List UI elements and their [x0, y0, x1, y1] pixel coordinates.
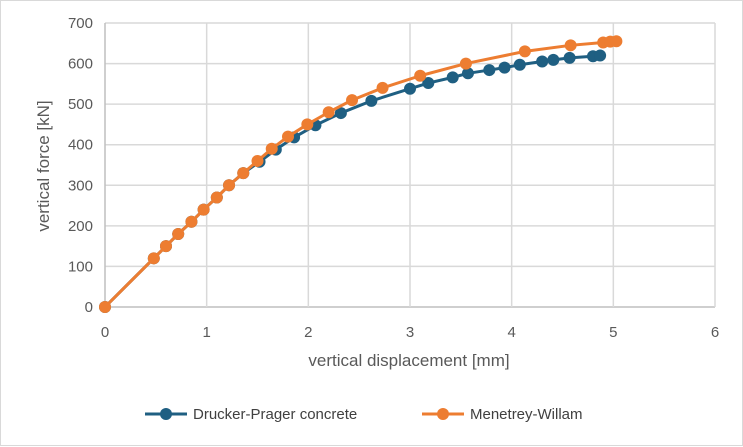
series-line [103, 53, 601, 309]
data-point [237, 167, 250, 180]
data-point [547, 53, 560, 66]
data-point [172, 227, 185, 240]
x-tick-label: 5 [609, 324, 617, 341]
data-point [498, 61, 511, 74]
y-tick-label: 700 [68, 15, 93, 32]
data-point [322, 106, 335, 119]
data-point [414, 69, 427, 82]
y-tick-label: 100 [68, 258, 93, 275]
legend-label-menetrey-willam: Menetrey-Willam [470, 406, 583, 423]
data-point [610, 35, 623, 48]
data-point [365, 94, 378, 107]
y-tick-label: 300 [68, 177, 93, 194]
gridlines [104, 22, 716, 308]
data-point [210, 191, 223, 204]
y-tick-label: 600 [68, 56, 93, 73]
series-0 [99, 49, 607, 313]
data-point [346, 94, 359, 107]
x-tick-label: 1 [202, 324, 210, 341]
data-point [251, 154, 264, 167]
data-point [513, 58, 526, 71]
series-1 [99, 35, 623, 313]
y-tick-label: 500 [68, 96, 93, 113]
y-tick-label: 400 [68, 137, 93, 154]
data-point [223, 179, 236, 192]
x-tick-label: 0 [101, 324, 109, 341]
data-point [446, 71, 459, 84]
data-point [301, 118, 314, 131]
legend: Drucker-Prager concrete Menetrey-Willam [145, 406, 583, 423]
data-point [197, 203, 210, 216]
data-point [99, 301, 111, 313]
data-point [404, 82, 416, 95]
x-axis-label: vertical displacement [mm] [308, 351, 509, 370]
legend-marker-menetrey-willam [437, 408, 449, 420]
data-point [461, 67, 474, 80]
data-point [282, 130, 294, 143]
tick-labels: 0 100 200 300 400 500 600 700 0 1 2 3 4 5 6 [68, 15, 719, 341]
series-lines [99, 35, 623, 313]
data-point [594, 49, 607, 62]
legend-marker-drucker-prager [160, 408, 172, 420]
data-point [185, 215, 198, 228]
data-point [422, 77, 435, 90]
data-point [160, 240, 172, 253]
data-point [563, 51, 576, 64]
data-point [334, 107, 347, 120]
data-point [518, 45, 531, 58]
y-axis-label: vertical force [kN] [34, 100, 53, 231]
data-point [536, 55, 549, 68]
x-tick-label: 2 [304, 324, 312, 341]
data-point [265, 142, 278, 155]
y-tick-label: 200 [68, 218, 93, 235]
data-point [147, 252, 160, 265]
x-tick-label: 3 [406, 324, 414, 341]
y-tick-label: 0 [85, 299, 93, 316]
x-tick-label: 4 [507, 324, 515, 341]
data-point [376, 81, 389, 94]
data-point [483, 64, 496, 77]
x-tick-label: 6 [711, 324, 719, 341]
data-point [564, 39, 577, 52]
legend-label-drucker-prager: Drucker-Prager concrete [193, 406, 357, 423]
data-point [459, 57, 472, 70]
